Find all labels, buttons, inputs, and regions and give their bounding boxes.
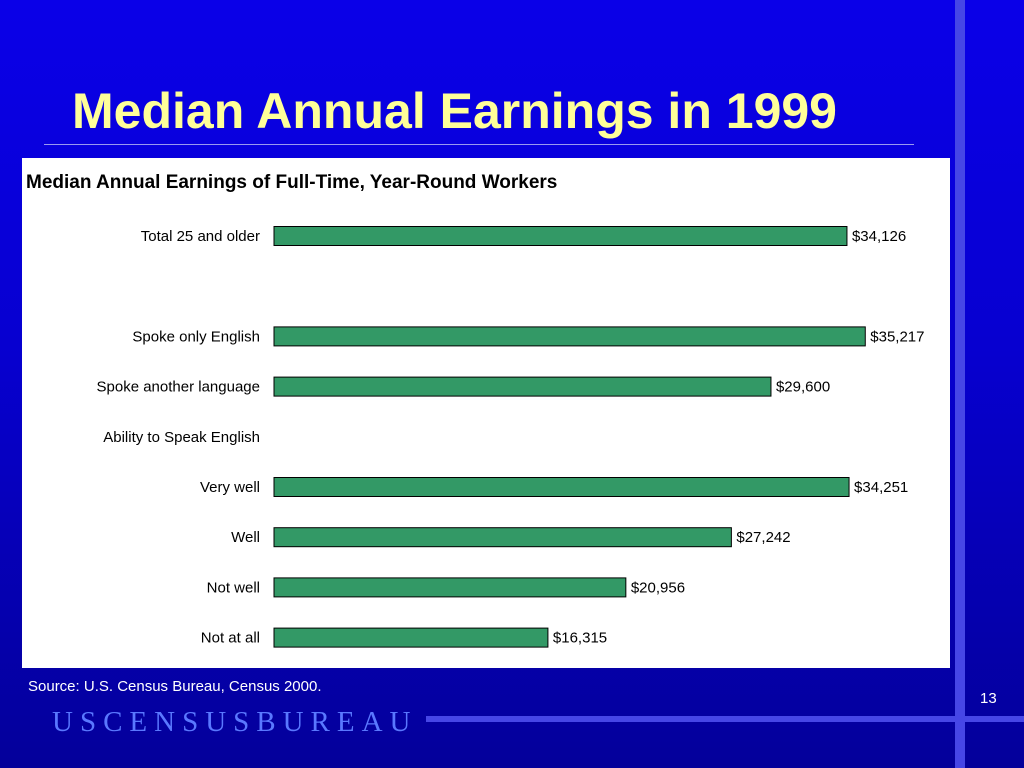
bar xyxy=(273,477,850,497)
chart-panel: Median Annual Earnings of Full-Time, Yea… xyxy=(22,158,950,668)
bar xyxy=(273,226,848,246)
chart-title: Median Annual Earnings of Full-Time, Yea… xyxy=(26,172,557,193)
slide-title: Median Annual Earnings in 1999 xyxy=(72,83,837,139)
bar-chart: Median Annual Earnings of Full-Time, Yea… xyxy=(26,172,925,648)
bar xyxy=(273,527,732,548)
category-label: Ability to Speak English xyxy=(103,429,260,446)
bottom-horizontal-stripe xyxy=(426,716,1024,722)
title-divider xyxy=(44,144,914,145)
bars-group: Total 25 and older $34,126 Spoke only Engl… xyxy=(97,226,925,648)
category-label: Not at all xyxy=(201,630,260,647)
bar xyxy=(273,376,772,397)
value-label: $35,217 xyxy=(870,328,924,345)
value-label: $29,600 xyxy=(776,379,830,396)
bar xyxy=(273,577,627,598)
right-vertical-stripe xyxy=(955,0,965,768)
category-label: Well xyxy=(231,529,260,546)
value-label: $20,956 xyxy=(631,579,685,596)
category-label: Very well xyxy=(200,479,260,496)
category-label: Total 25 and older xyxy=(141,228,260,245)
page-number: 13 xyxy=(980,690,997,707)
bar xyxy=(273,326,866,347)
source-note: Source: U.S. Census Bureau, Census 2000. xyxy=(28,678,322,695)
category-label: Spoke another language xyxy=(97,379,260,396)
census-bureau-logo: USCENSUSBUREAU xyxy=(52,706,418,738)
category-label: Spoke only English xyxy=(132,328,260,345)
value-label: $34,126 xyxy=(852,228,906,245)
value-label: $27,242 xyxy=(736,529,790,546)
value-label: $34,251 xyxy=(854,479,908,496)
value-label: $16,315 xyxy=(553,630,607,647)
bar xyxy=(273,627,549,648)
category-label: Not well xyxy=(207,579,260,596)
